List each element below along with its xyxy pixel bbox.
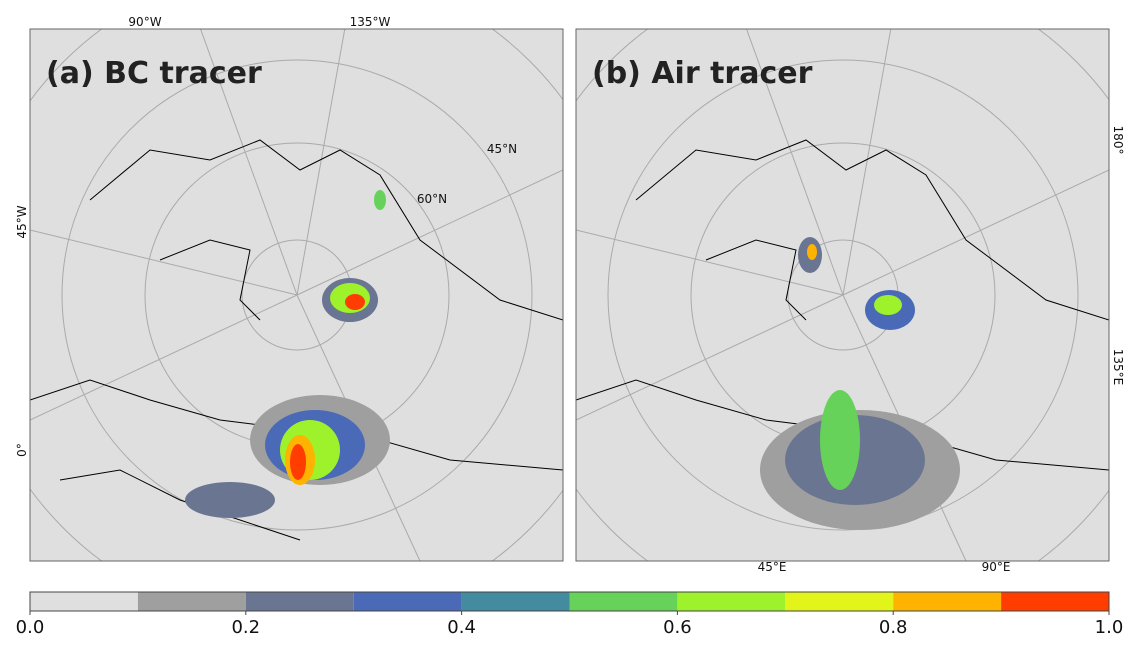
colorbar-frame (29, 591, 1110, 612)
panel-title: (b) Air tracer (592, 56, 813, 91)
colorbar-bin (461, 592, 570, 611)
colorbar-tick-label: 0.0 (16, 617, 45, 638)
colorbar-bin (245, 592, 354, 611)
map-label: 0° (15, 443, 29, 457)
map-label: 135°W (350, 15, 391, 29)
map-label: 90°W (128, 15, 161, 29)
colorbar-tick-label: 0.6 (663, 617, 692, 638)
map-label: 45°W (15, 205, 29, 238)
colorbar-bin (137, 592, 246, 611)
map-a (30, 29, 563, 561)
map-b (576, 29, 1109, 561)
map-label: 135°E (1111, 349, 1125, 386)
panel-title: (a) BC tracer (46, 56, 262, 91)
colorbar-bin (785, 592, 894, 611)
map-label: 180° (1111, 126, 1125, 155)
colorbar-bin (569, 592, 678, 611)
colorbar-tick-label: 0.8 (879, 617, 908, 638)
colorbar-bin (893, 592, 1002, 611)
colorbar-bin (1001, 592, 1109, 611)
map-label: 90°E (982, 560, 1011, 574)
colorbar-bin (30, 592, 138, 611)
map-label: 45°N (487, 142, 517, 156)
colorbar-tick-label: 0.2 (231, 617, 260, 638)
colorbar-bin (353, 592, 462, 611)
colorbar-tick-label: 0.4 (447, 617, 476, 638)
map-label: 45°E (758, 560, 787, 574)
colorbar-tick-label: 1.0 (1095, 617, 1124, 638)
colorbar-bin (677, 592, 786, 611)
map-label: 60°N (417, 192, 447, 206)
